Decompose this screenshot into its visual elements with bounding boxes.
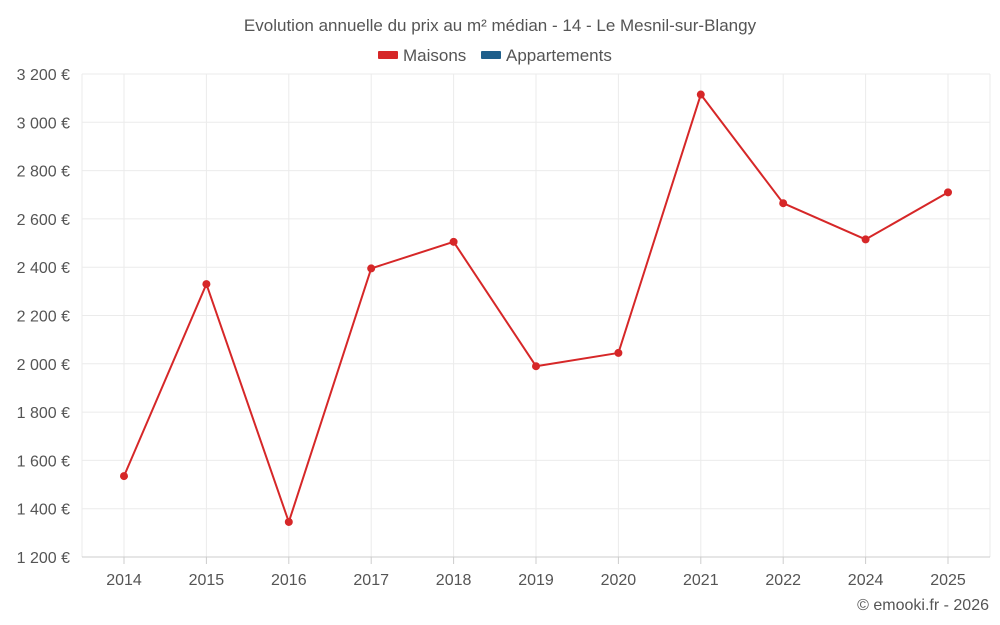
x-tick-label: 2018: [436, 572, 472, 589]
x-tick-label: 2014: [106, 572, 142, 589]
y-tick-label: 2 400 €: [17, 260, 70, 277]
data-point-maisons[interactable]: [202, 280, 211, 289]
x-tick-label: 2019: [518, 572, 554, 589]
data-point-maisons[interactable]: [944, 188, 952, 197]
y-tick-label: 2 800 €: [17, 164, 70, 181]
x-axis-ticks: 2014 2015 2016 2017 2018 2019 2020 2021 2022 2024…: [106, 557, 966, 589]
y-tick-label: 2 000 €: [17, 357, 70, 374]
x-tick-label: 2016: [271, 572, 307, 589]
data-point-maisons[interactable]: [284, 517, 293, 526]
y-tick-label: 1 400 €: [17, 502, 70, 519]
legend-item-appartements[interactable]: Appartements: [481, 46, 612, 65]
data-point-maisons[interactable]: [614, 348, 623, 357]
legend[interactable]: Maisons Appartements: [378, 46, 612, 65]
footer-credit: © emooki.fr - 2026: [857, 597, 989, 614]
x-tick-label: 2024: [848, 572, 884, 589]
legend-label-appartements: Appartements: [506, 46, 612, 65]
y-tick-label: 3 200 €: [17, 67, 70, 84]
data-point-maisons[interactable]: [367, 264, 376, 273]
y-tick-label: 2 200 €: [17, 309, 70, 326]
data-point-maisons[interactable]: [449, 237, 458, 246]
x-tick-label: 2017: [353, 572, 389, 589]
data-point-maisons[interactable]: [696, 90, 705, 99]
y-tick-label: 3 000 €: [17, 115, 70, 132]
data-point-maisons[interactable]: [532, 362, 540, 371]
legend-swatch-maisons: [378, 51, 398, 59]
x-tick-label: 2015: [189, 572, 225, 589]
data-point-maisons[interactable]: [779, 199, 788, 208]
x-tick-label: 2022: [765, 572, 801, 589]
y-tick-label: 1 600 €: [17, 453, 70, 470]
legend-swatch-appartements: [481, 51, 501, 59]
x-tick-label: 2020: [601, 572, 637, 589]
legend-label-maisons: Maisons: [403, 46, 466, 65]
x-tick-label: 2021: [683, 572, 719, 589]
legend-item-maisons[interactable]: Maisons: [378, 46, 466, 65]
x-tick-label: 2025: [930, 572, 966, 589]
series-maisons: [120, 90, 952, 526]
y-tick-label: 1 800 €: [17, 405, 70, 422]
y-axis-ticks: 1 200 € 1 400 € 1 600 € 1 800 € 2 000 € 2 200…: [17, 67, 70, 567]
chart-title: Evolution annuelle du prix au m² médian …: [244, 16, 757, 35]
data-point-maisons[interactable]: [120, 472, 128, 481]
data-point-maisons[interactable]: [861, 235, 870, 244]
y-tick-label: 1 200 €: [17, 550, 70, 567]
y-tick-label: 2 600 €: [17, 212, 70, 229]
